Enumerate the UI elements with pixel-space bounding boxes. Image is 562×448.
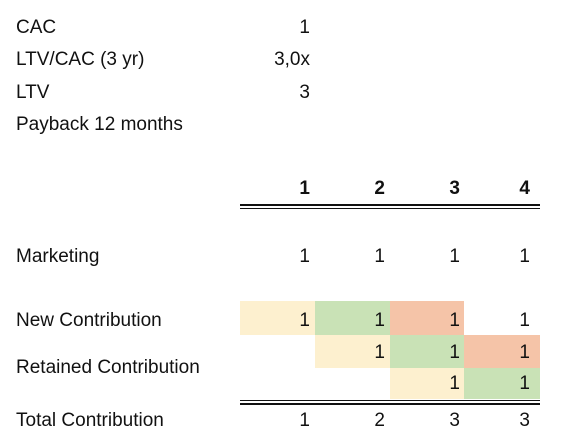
- metric-label-cac: CAC: [16, 17, 57, 38]
- marketing-cell-3: 1: [449, 246, 460, 267]
- metric-label-payback: Payback 12 months: [16, 114, 183, 135]
- retained-contribution-cell-3: 1: [449, 342, 460, 363]
- marketing-cell-2: 1: [374, 246, 385, 267]
- period-header-4: 4: [519, 178, 530, 199]
- total-overline-bottom: [240, 403, 540, 405]
- row-label-marketing: Marketing: [16, 246, 100, 267]
- total-contribution-cell-3: 3: [449, 410, 460, 431]
- cohort-cell-retained-2: [315, 335, 390, 368]
- row-label-retained-contribution: Retained Contribution: [16, 357, 200, 378]
- total-contribution-cell-2: 2: [374, 410, 385, 431]
- marketing-cell-4: 1: [519, 246, 530, 267]
- new-contribution-cell-4: 1: [519, 310, 530, 331]
- new-contribution-cell-1: 1: [299, 310, 310, 331]
- row-label-new-contribution: New Contribution: [16, 310, 162, 331]
- metric-value-ltv: 3: [299, 82, 310, 103]
- retained-contribution-2-cell-3: 1: [449, 373, 460, 394]
- retained-contribution-cell-4: 1: [519, 342, 530, 363]
- cohort-cell-new-3: [390, 301, 464, 335]
- row-label-total-contribution: Total Contribution: [16, 410, 164, 431]
- metric-value-ltv-cac: 3,0x: [274, 49, 310, 70]
- cohort-cell-retained2-3: [390, 368, 464, 399]
- header-underline-bottom: [240, 208, 540, 209]
- total-contribution-cell-4: 3: [519, 410, 530, 431]
- period-header-1: 1: [299, 178, 310, 199]
- retained-contribution-2-cell-4: 1: [519, 373, 530, 394]
- total-contribution-cell-1: 1: [299, 410, 310, 431]
- cohort-cell-retained-3: [390, 335, 464, 368]
- new-contribution-cell-2: 1: [374, 310, 385, 331]
- new-contribution-cell-3: 1: [449, 310, 460, 331]
- metric-value-cac: 1: [299, 17, 310, 38]
- cohort-cell-retained-4: [464, 335, 540, 368]
- period-header-3: 3: [449, 178, 460, 199]
- cohort-cell-new-1: [240, 301, 315, 335]
- retained-contribution-cell-2: 1: [374, 342, 385, 363]
- cohort-cell-new-2: [315, 301, 390, 335]
- metric-label-ltv: LTV: [16, 82, 50, 103]
- metric-label-ltv-cac: LTV/CAC (3 yr): [16, 49, 145, 70]
- header-underline-top: [240, 204, 540, 206]
- period-header-2: 2: [374, 178, 385, 199]
- total-overline-top: [240, 400, 540, 401]
- marketing-cell-1: 1: [299, 246, 310, 267]
- cohort-cell-retained2-4: [464, 368, 540, 399]
